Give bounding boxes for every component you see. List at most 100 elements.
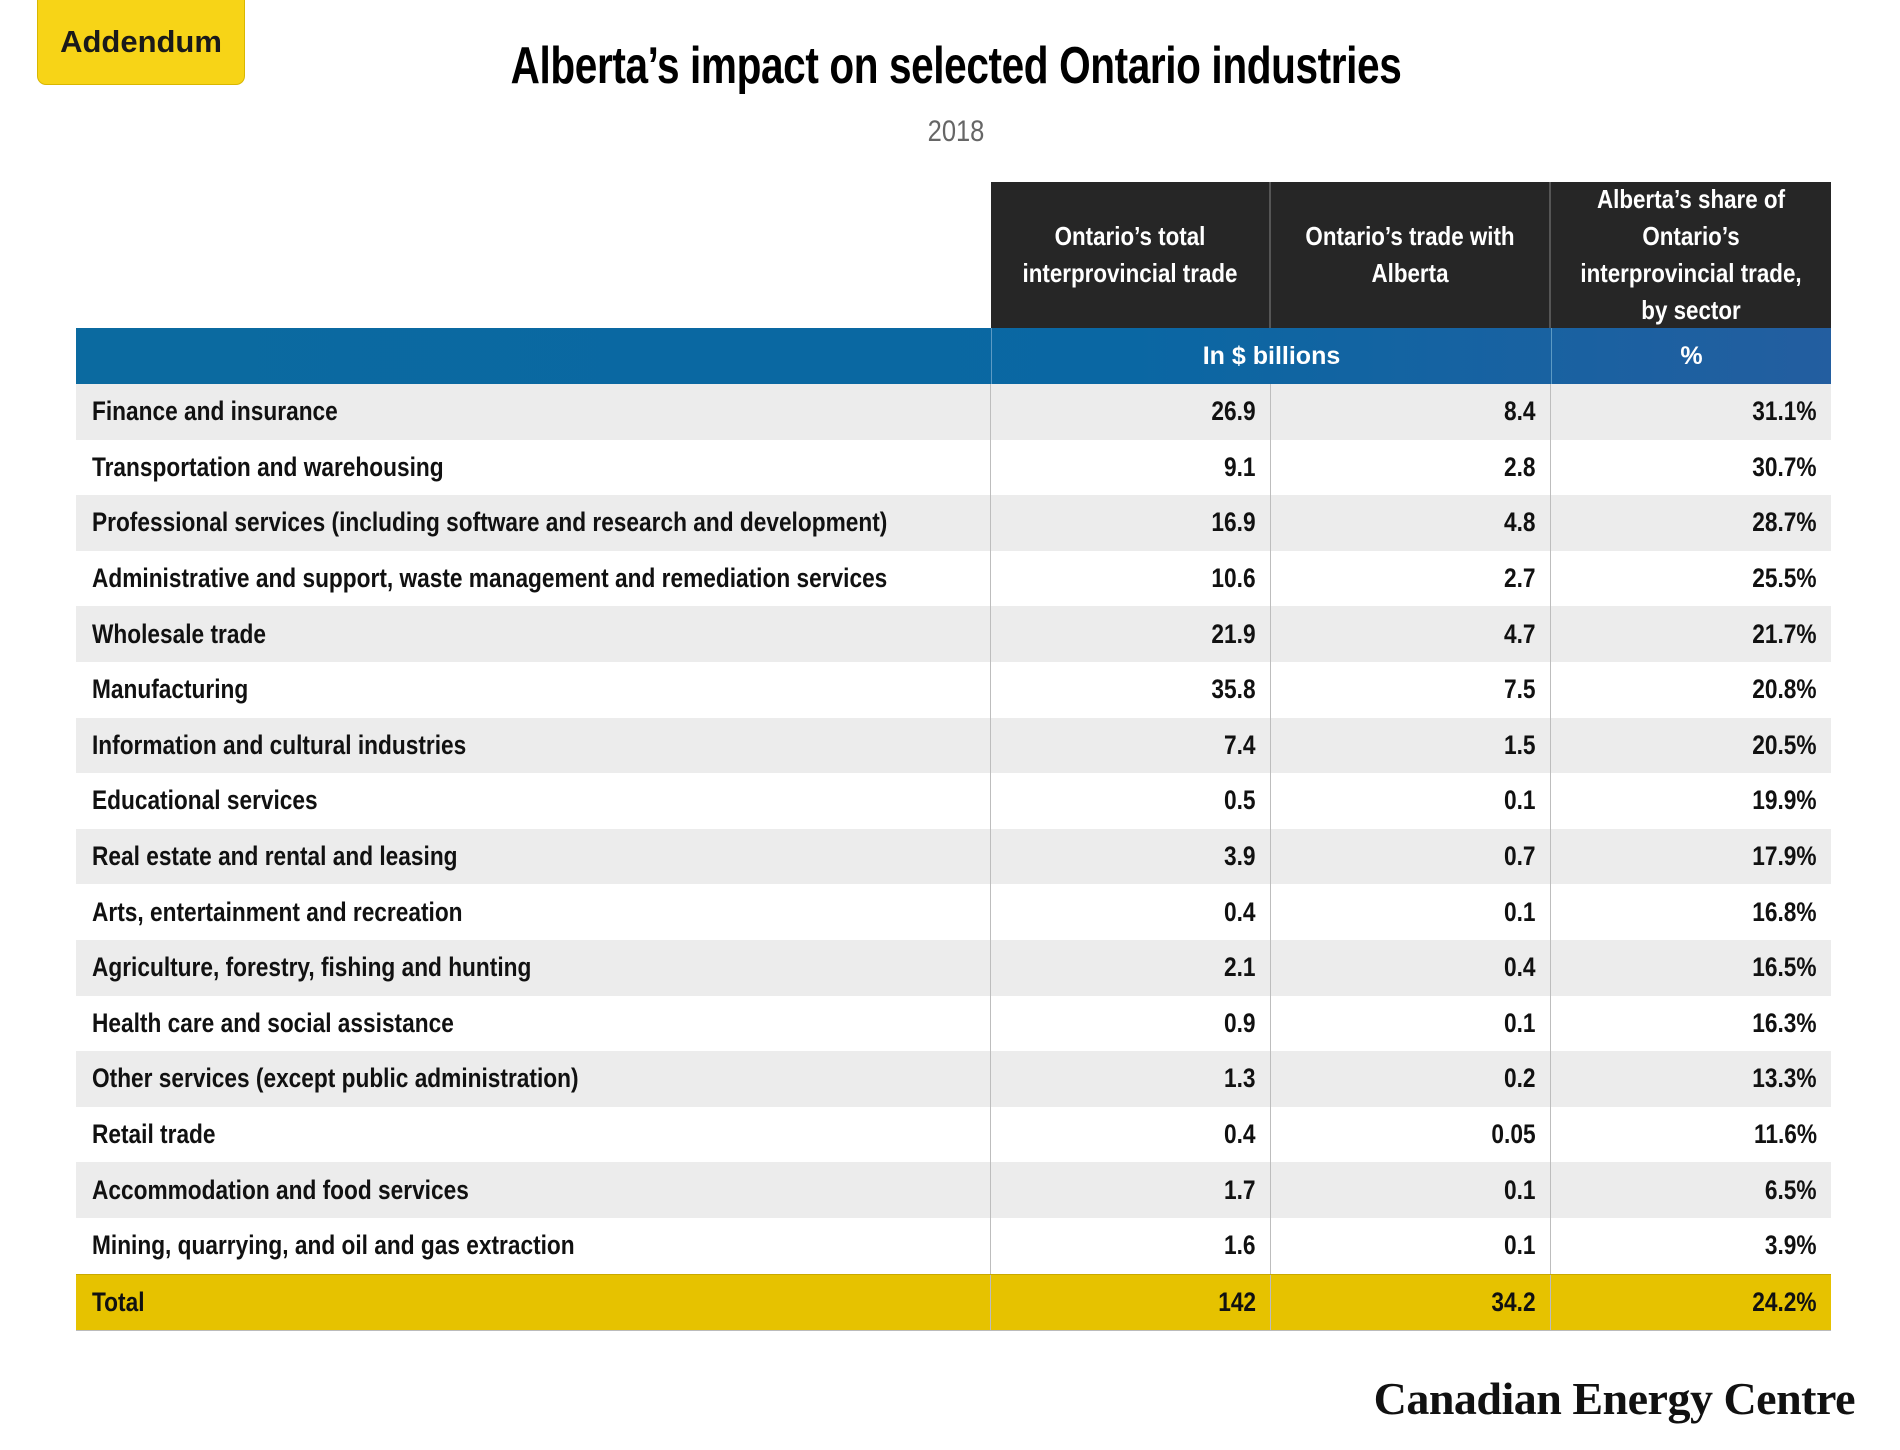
total-trade-cell: 10.6 — [991, 550, 1271, 607]
total-trade-cell: 9.1 — [991, 439, 1271, 496]
total-trade-cell-text: 7.4 — [1224, 729, 1256, 760]
sector-cell-text: Health care and social assistance — [92, 1007, 454, 1038]
total-trade-cell-text: 1.3 — [1224, 1063, 1256, 1094]
total-trade-cell-text: 3.9 — [1224, 841, 1256, 872]
total-trade-cell-text: 26.9 — [1211, 396, 1256, 427]
sector-cell: Mining, quarrying, and oil and gas extra… — [76, 1217, 991, 1274]
total-trade-cell: 26.9 — [991, 384, 1271, 440]
sector-cell-text: Manufacturing — [92, 674, 249, 705]
column-header-trade-with-alberta: Ontario’s trade with Alberta — [1271, 182, 1551, 328]
total-trade-cell-text: 16.9 — [1211, 507, 1256, 538]
trade-with-alberta-cell: 4.8 — [1271, 495, 1551, 551]
total-trade-cell: 0.9 — [991, 995, 1271, 1052]
trade-with-alberta-cell-text: 0.1 — [1504, 1230, 1536, 1261]
total-trade-cell-text: 2.1 — [1224, 952, 1256, 983]
sector-cell-text: Mining, quarrying, and oil and gas extra… — [92, 1230, 575, 1261]
total-trade-cell-text: 10.6 — [1211, 563, 1256, 594]
alberta-share-cell: 3.9% — [1551, 1218, 1831, 1274]
alberta-share-cell: 16.8% — [1551, 884, 1831, 940]
alberta-share-cell: 17.9% — [1551, 829, 1831, 885]
chart-title: Alberta’s impact on selected Ontario ind… — [510, 37, 1402, 95]
trade-with-alberta-cell-text: 4.7 — [1504, 618, 1536, 649]
alberta-share-cell: 20.5% — [1551, 718, 1831, 774]
sector-cell: Agriculture, forestry, fishing and hunti… — [76, 939, 991, 996]
total-trade-cell: 142 — [991, 1274, 1271, 1331]
alberta-share-cell-text: 24.2% — [1752, 1286, 1817, 1317]
trade-with-alberta-cell-text: 0.1 — [1504, 1007, 1536, 1038]
trade-with-alberta-cell: 0.05 — [1271, 1106, 1551, 1163]
sector-cell-text: Educational services — [92, 785, 318, 816]
table-row: Accommodation and food services 1.7 0.1 6.5… — [76, 1162, 1831, 1218]
table-row: Finance and insurance 26.9 8.4 31.1% — [76, 384, 1831, 440]
sector-cell: Accommodation and food services — [76, 1162, 991, 1218]
table-row: Mining, quarrying, and oil and gas extra… — [76, 1217, 1831, 1274]
trade-with-alberta-cell-text: 0.1 — [1504, 896, 1536, 927]
trade-with-alberta-cell: 2.8 — [1271, 439, 1551, 496]
alberta-share-cell-text: 11.6% — [1753, 1119, 1817, 1150]
total-trade-cell-text: 142 — [1218, 1286, 1256, 1317]
table-row: Agriculture, forestry, fishing and hunti… — [76, 939, 1831, 996]
total-trade-cell-text: 9.1 — [1224, 451, 1256, 482]
alberta-share-cell-text: 30.7% — [1752, 451, 1817, 482]
total-trade-cell-text: 0.5 — [1224, 785, 1256, 816]
total-trade-cell-text: 1.7 — [1224, 1174, 1256, 1205]
alberta-share-cell: 20.8% — [1551, 662, 1831, 718]
trade-with-alberta-cell-text: 4.8 — [1504, 507, 1536, 538]
trade-with-alberta-cell: 8.4 — [1271, 384, 1551, 440]
total-trade-cell: 16.9 — [991, 495, 1271, 551]
alberta-share-cell: 16.5% — [1551, 940, 1831, 996]
total-trade-cell-text: 0.9 — [1224, 1007, 1256, 1038]
unit-label-percent: % — [1551, 328, 1831, 384]
addendum-badge: Addendum — [37, 0, 245, 85]
sector-cell-text: Transportation and warehousing — [92, 451, 444, 482]
trade-with-alberta-cell-text: 1.5 — [1504, 729, 1536, 760]
alberta-share-cell: 28.7% — [1551, 495, 1831, 551]
trade-with-alberta-cell: 0.1 — [1271, 995, 1551, 1052]
total-trade-cell-text: 0.4 — [1224, 1119, 1256, 1150]
trade-with-alberta-cell: 0.1 — [1271, 1162, 1551, 1218]
alberta-share-cell-text: 20.5% — [1752, 729, 1817, 760]
alberta-share-cell-text: 28.7% — [1752, 507, 1817, 538]
trade-with-alberta-cell-text: 0.2 — [1504, 1063, 1536, 1094]
sector-cell: Other services (except public administra… — [76, 1051, 991, 1107]
sector-cell-text: Total — [92, 1286, 145, 1317]
total-trade-cell: 3.9 — [991, 828, 1271, 885]
alberta-share-cell: 25.5% — [1551, 551, 1831, 607]
table-row: Information and cultural industries 7.4 1.… — [76, 717, 1831, 774]
sector-cell-text: Information and cultural industries — [92, 729, 467, 760]
trade-with-alberta-cell-text: 7.5 — [1504, 674, 1536, 705]
table-row: Arts, entertainment and recreation 0.4 0.1… — [76, 884, 1831, 940]
table-row: Health care and social assistance 0.9 0.1 1… — [76, 995, 1831, 1052]
sector-cell: Information and cultural industries — [76, 717, 991, 774]
alberta-share-cell-text: 20.8% — [1752, 674, 1817, 705]
column-header-alberta-share: Alberta’s share of Ontario’s interprovin… — [1551, 182, 1831, 328]
sector-cell: Educational services — [76, 773, 991, 829]
trade-with-alberta-cell: 0.2 — [1271, 1051, 1551, 1107]
total-trade-cell-text: 21.9 — [1211, 618, 1256, 649]
total-trade-cell-text: 35.8 — [1211, 674, 1256, 705]
alberta-share-cell: 13.3% — [1551, 1051, 1831, 1107]
total-trade-cell: 1.7 — [991, 1162, 1271, 1218]
sector-cell-text: Accommodation and food services — [92, 1174, 469, 1205]
sector-cell-text: Professional services (including softwar… — [92, 507, 888, 538]
total-trade-cell: 0.4 — [991, 884, 1271, 940]
trade-with-alberta-cell: 1.5 — [1271, 717, 1551, 774]
total-trade-cell: 0.4 — [991, 1106, 1271, 1163]
trade-with-alberta-cell-text: 8.4 — [1504, 396, 1536, 427]
alberta-share-cell-text: 3.9% — [1765, 1230, 1817, 1261]
sector-cell: Wholesale trade — [76, 606, 991, 662]
alberta-share-cell-text: 17.9% — [1752, 841, 1817, 872]
alberta-share-cell: 24.2% — [1551, 1275, 1831, 1331]
table-row: Educational services 0.5 0.1 19.9% — [76, 773, 1831, 829]
trade-with-alberta-cell: 0.1 — [1271, 884, 1551, 940]
trade-with-alberta-cell-text: 0.1 — [1504, 1174, 1536, 1205]
alberta-share-cell: 6.5% — [1551, 1162, 1831, 1218]
total-trade-cell-text: 0.4 — [1224, 896, 1256, 927]
alberta-share-cell: 30.7% — [1551, 440, 1831, 496]
table-row: Retail trade 0.4 0.05 11.6% — [76, 1106, 1831, 1163]
table-row: Wholesale trade 21.9 4.7 21.7% — [76, 606, 1831, 662]
total-trade-cell: 21.9 — [991, 606, 1271, 662]
alberta-share-cell-text: 16.5% — [1752, 952, 1817, 983]
column-header-total-trade: Ontario’s total interprovincial trade — [991, 182, 1271, 328]
alberta-share-cell-text: 16.3% — [1752, 1007, 1817, 1038]
